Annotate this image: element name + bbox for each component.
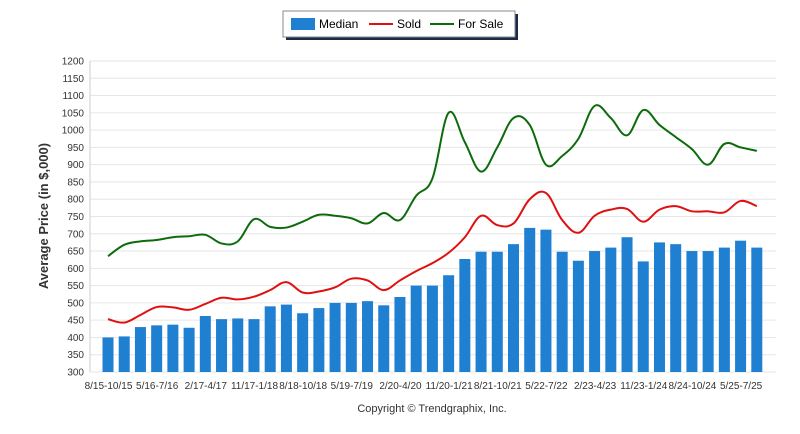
x-tick-label: 8/15-10/15 xyxy=(85,381,133,392)
median-bar xyxy=(232,318,244,372)
median-bar xyxy=(280,304,292,372)
x-tick-label: 5/22-7/22 xyxy=(525,381,568,392)
y-tick-label: 650 xyxy=(67,247,84,258)
legend-sold-label: Sold xyxy=(397,17,421,31)
median-bar xyxy=(686,251,698,372)
y-tick-label: 950 xyxy=(67,143,84,154)
legend-box xyxy=(282,10,516,38)
sold-line xyxy=(107,190,758,324)
x-tick-label: 5/16-7/16 xyxy=(136,381,179,392)
y-tick-label: 750 xyxy=(67,212,84,223)
median-bar xyxy=(313,308,325,372)
x-tick-label: 2/17-4/17 xyxy=(185,381,228,392)
median-bar xyxy=(621,237,633,372)
median-bar xyxy=(151,325,163,372)
median-bar xyxy=(362,301,374,372)
y-tick-label: 900 xyxy=(67,160,84,171)
y-tick-label: 1200 xyxy=(62,57,85,68)
median-bar xyxy=(167,324,179,372)
median-bar xyxy=(199,316,211,372)
y-tick-label: 1150 xyxy=(62,74,84,85)
median-bar xyxy=(329,302,341,372)
median-bar xyxy=(183,327,195,372)
median-bar xyxy=(443,275,455,372)
y-tick-label: 850 xyxy=(67,177,84,188)
y-axis-label: Average Price (in $,000) xyxy=(36,143,51,289)
median-bar xyxy=(426,285,438,372)
x-tick-label: 11/17-1/18 xyxy=(231,381,279,392)
x-tick-label: 5/25-7/25 xyxy=(720,381,763,392)
x-tick-label: 8/21-10/21 xyxy=(474,381,522,392)
median-bar xyxy=(556,251,568,372)
median-bar xyxy=(475,251,487,372)
x-axis-ticks: 8/15-10/15 5/16-7/16 2/17-4/17 11/17-1/18 8/… xyxy=(85,381,763,392)
median-bar xyxy=(508,244,519,372)
median-bar xyxy=(102,337,114,372)
median-bar xyxy=(572,260,584,372)
median-bar xyxy=(410,285,422,372)
median-bar xyxy=(524,227,536,372)
median-bar xyxy=(394,297,406,372)
median-bar xyxy=(653,242,665,372)
y-tick-label: 800 xyxy=(67,195,84,206)
y-axis-ticks: 300 350 400 450 500 550 600 650 700 750 800 850 900 9… xyxy=(62,57,85,379)
legend: Median Sold For Sale xyxy=(282,10,518,40)
x-tick-label: 8/18-10/18 xyxy=(279,381,327,392)
median-bar xyxy=(637,261,649,372)
median-bar xyxy=(264,306,276,372)
x-tick-label: 8/24-10/24 xyxy=(669,381,717,392)
x-tick-label: 11/23-1/24 xyxy=(620,381,668,392)
median-bar xyxy=(345,302,357,372)
legend-median-swatch xyxy=(291,18,315,30)
median-bar xyxy=(491,251,503,372)
y-tick-label: 450 xyxy=(67,316,84,327)
median-bar xyxy=(718,247,730,372)
y-tick-label: 1100 xyxy=(62,91,84,102)
y-tick-label: 700 xyxy=(67,229,84,240)
median-bar xyxy=(297,313,309,372)
median-bar xyxy=(459,259,471,372)
legend-forsale-label: For Sale xyxy=(458,17,504,31)
median-bar xyxy=(670,244,682,372)
x-tick-label: 2/23-4/23 xyxy=(574,381,617,392)
median-bar xyxy=(751,247,763,372)
y-tick-label: 400 xyxy=(67,333,84,344)
median-bar xyxy=(589,251,601,372)
median-bar xyxy=(118,336,130,372)
median-bar xyxy=(605,247,617,372)
median-bar xyxy=(134,327,146,372)
y-tick-label: 550 xyxy=(67,281,84,292)
x-tick-label: 11/20-1/21 xyxy=(426,381,474,392)
median-bar xyxy=(735,240,747,372)
x-tick-label: 5/19-7/19 xyxy=(331,381,374,392)
x-tick-label: 2/20-4/20 xyxy=(379,381,422,392)
median-bar xyxy=(378,305,390,372)
y-tick-label: 1050 xyxy=(62,108,85,119)
median-bar xyxy=(540,229,552,372)
y-tick-label: 1000 xyxy=(62,126,85,137)
for-sale-line xyxy=(107,104,758,258)
y-tick-label: 500 xyxy=(67,298,84,309)
median-bar xyxy=(702,251,714,372)
y-tick-label: 600 xyxy=(67,264,84,275)
median-bar xyxy=(216,319,228,372)
median-bars xyxy=(102,227,763,372)
legend-median-label: Median xyxy=(319,17,358,31)
y-tick-label: 300 xyxy=(67,368,84,379)
copyright-footer: Copyright © Trendgraphix, Inc. xyxy=(357,403,506,415)
median-bar xyxy=(248,319,260,372)
y-tick-label: 350 xyxy=(67,350,84,361)
